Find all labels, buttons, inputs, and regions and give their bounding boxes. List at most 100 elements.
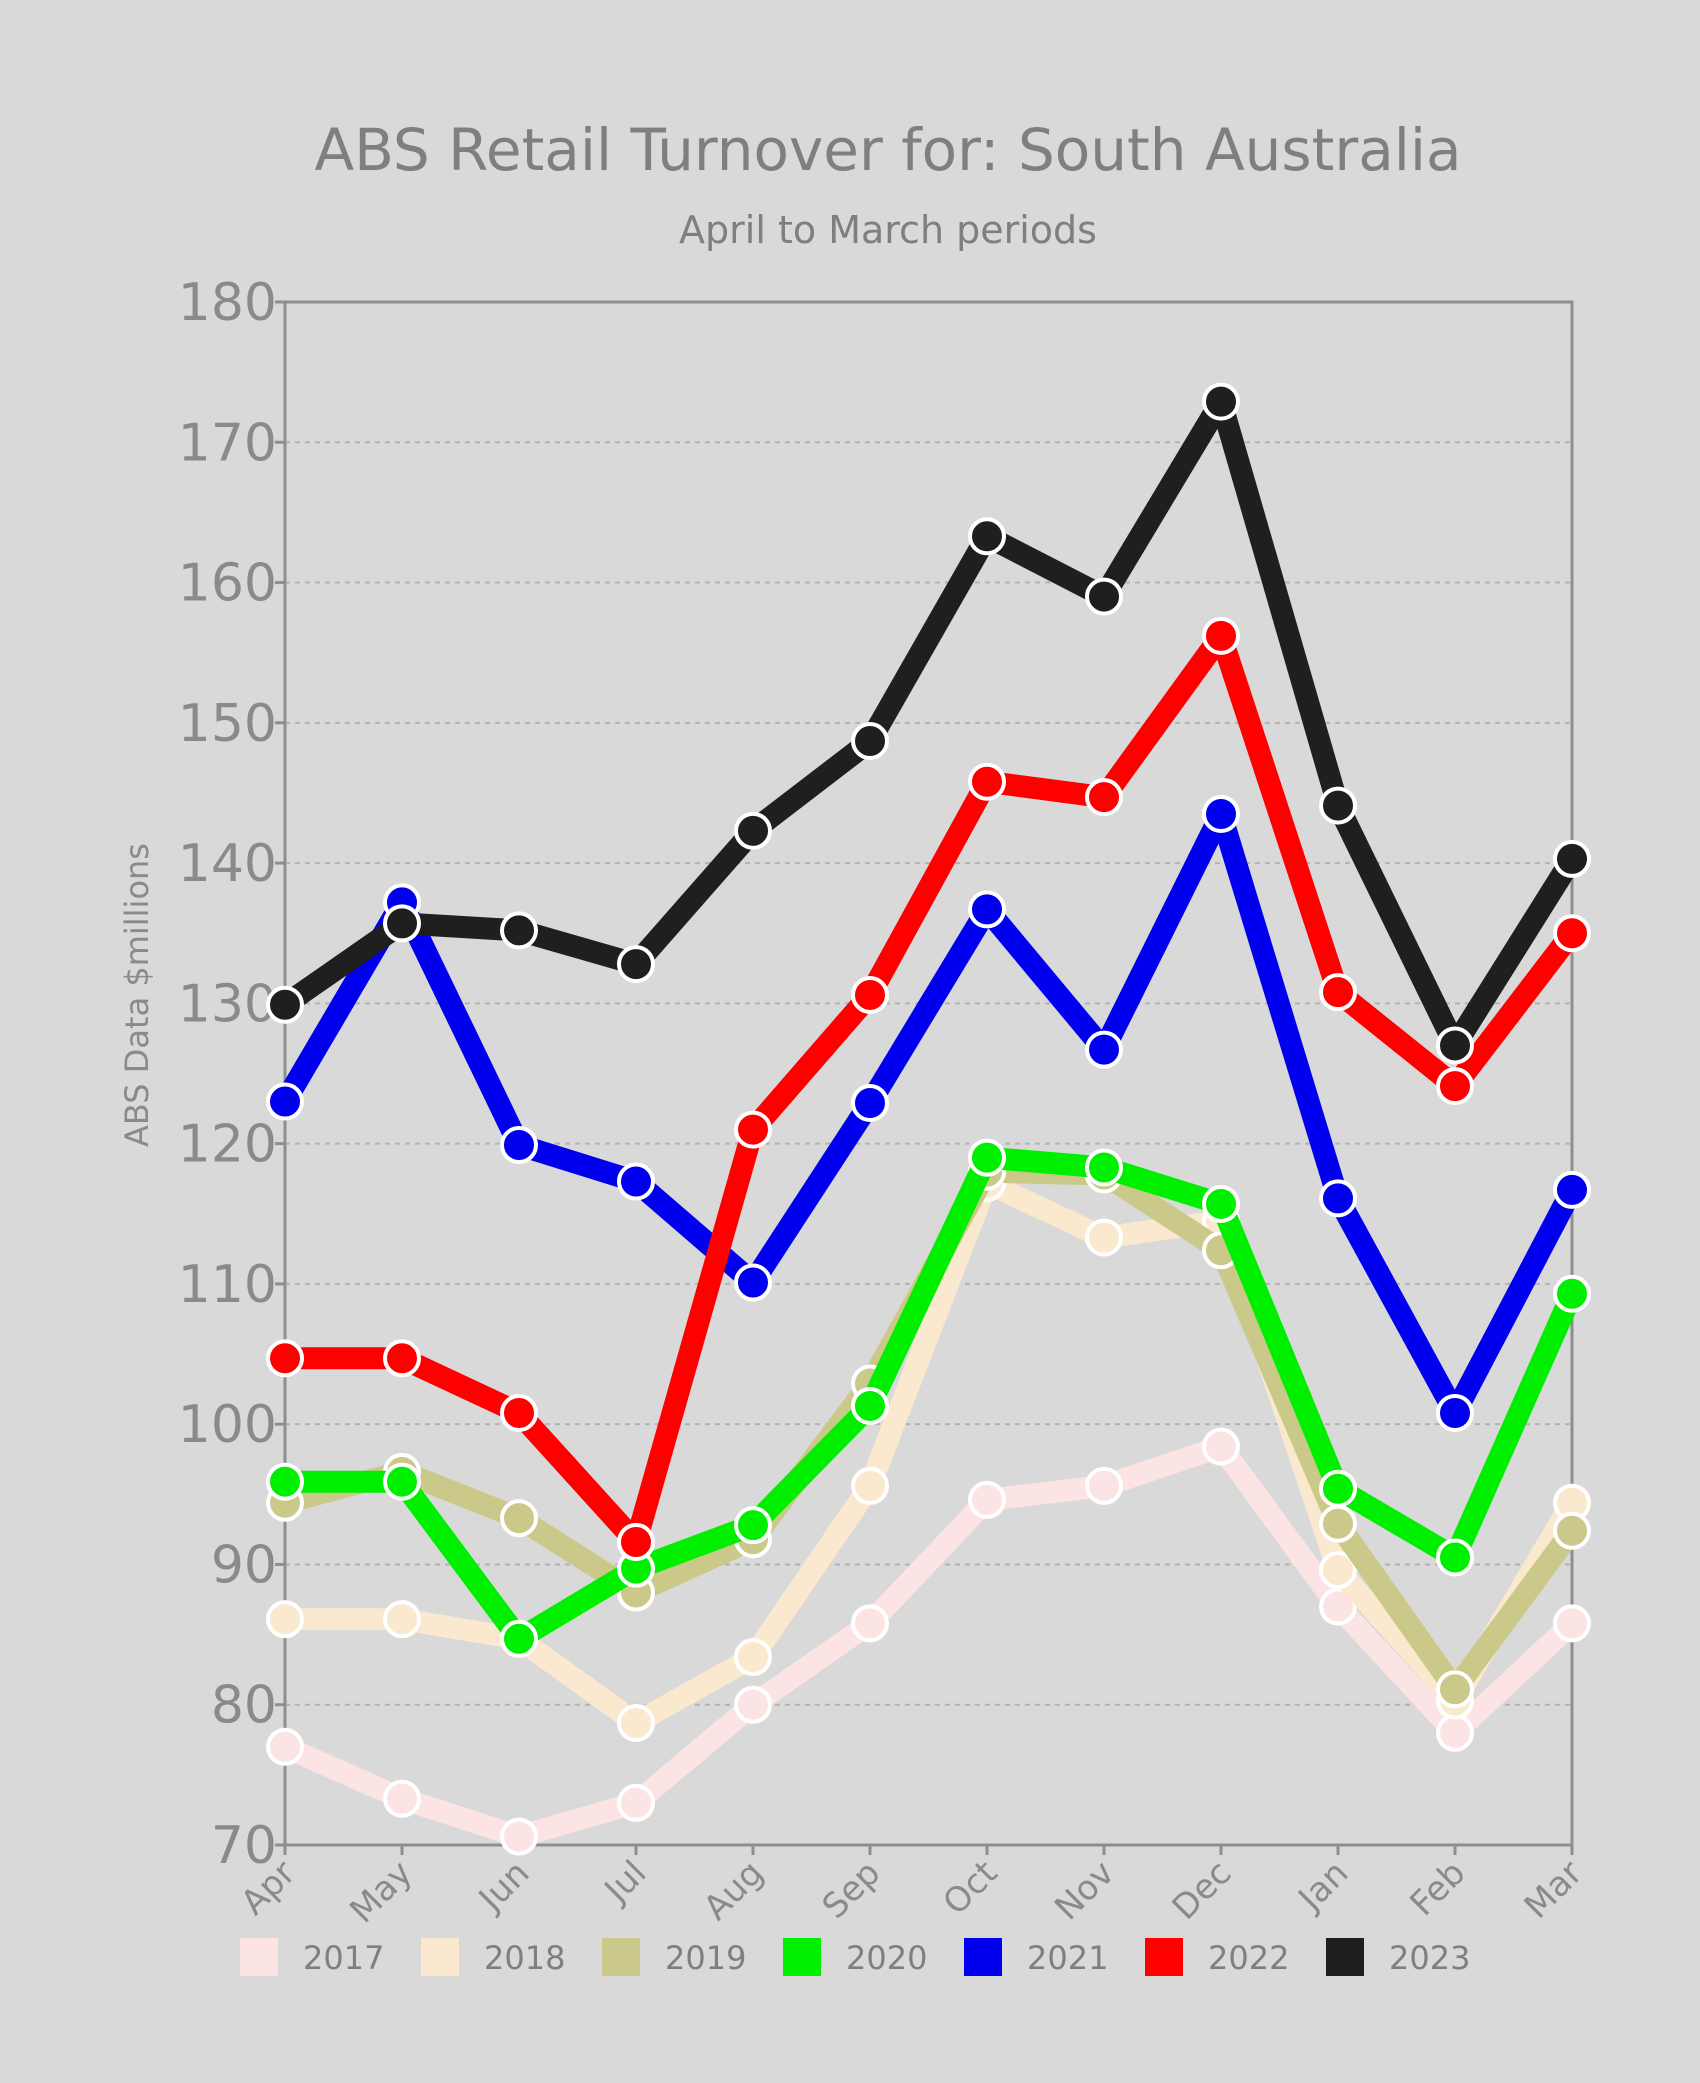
data-point [1202, 794, 1240, 833]
x-tick-label: Feb [1403, 1853, 1474, 1924]
series-line-2017 [274, 1435, 1583, 1848]
data-point [266, 1339, 304, 1378]
series-line-2023 [274, 390, 1583, 1057]
legend-swatch [1145, 1938, 1183, 1976]
data-point [734, 1638, 772, 1677]
x-tick-label: May [342, 1853, 420, 1931]
legend-swatch [783, 1938, 821, 1976]
legend-item-2022[interactable]: 2022 [1145, 1938, 1289, 1977]
data-point [1319, 1551, 1357, 1590]
x-tick-label: Aug [696, 1853, 771, 1928]
data-point [1085, 1218, 1123, 1257]
y-tick-label: 90 [211, 1535, 277, 1595]
x-tick-label: Mar [1517, 1853, 1591, 1927]
data-point [1436, 1026, 1474, 1065]
data-point [500, 1499, 538, 1538]
data-point [968, 762, 1006, 801]
legend-item-2023[interactable]: 2023 [1326, 1938, 1470, 1977]
data-point [383, 1600, 421, 1639]
legend-item-2019[interactable]: 2019 [602, 1938, 746, 1977]
series-2021 [266, 794, 1591, 1432]
data-point [851, 722, 889, 761]
legend-label: 2023 [1389, 1939, 1470, 1977]
data-point [734, 1506, 772, 1545]
data-point [968, 1138, 1006, 1177]
x-tick-label: Jan [1290, 1853, 1357, 1920]
data-point [266, 1727, 304, 1766]
legend-item-2017[interactable]: 2017 [240, 1938, 384, 1977]
x-tick-label: Dec [1165, 1853, 1240, 1928]
data-point [617, 1162, 655, 1201]
data-point [500, 1817, 538, 1856]
data-point [1436, 1538, 1474, 1577]
legend-label: 2019 [665, 1939, 746, 1977]
data-point [383, 1779, 421, 1818]
data-point [383, 1339, 421, 1378]
legend-swatch [602, 1938, 640, 1976]
series-lines [266, 382, 1591, 1856]
legend-swatch [421, 1938, 459, 1976]
series-2017 [266, 1427, 1591, 1856]
data-point [1319, 1587, 1357, 1626]
data-point [1319, 786, 1357, 825]
y-tick-label: 100 [178, 1395, 277, 1455]
data-point [1085, 1030, 1123, 1069]
series-line-2021 [274, 802, 1583, 1424]
data-point [383, 904, 421, 943]
data-point [1319, 1179, 1357, 1218]
legend-swatch [1326, 1938, 1364, 1976]
series-2023 [266, 382, 1591, 1065]
y-tick-label: 180 [178, 273, 277, 333]
data-point [266, 1600, 304, 1639]
data-point [1553, 1511, 1591, 1550]
legend-swatch [240, 1938, 278, 1976]
data-point [1553, 839, 1591, 878]
data-point [1319, 1469, 1357, 1508]
legend-item-2020[interactable]: 2020 [783, 1938, 927, 1977]
data-point [1202, 616, 1240, 655]
data-point [383, 1462, 421, 1501]
legend-label: 2021 [1027, 1939, 1108, 1977]
data-point [851, 1386, 889, 1425]
data-point [1085, 1466, 1123, 1505]
legend-label: 2017 [303, 1939, 384, 1977]
legend-item-2021[interactable]: 2021 [964, 1938, 1108, 1977]
data-point [734, 1685, 772, 1724]
data-point [266, 1462, 304, 1501]
series-line-2022 [274, 624, 1583, 1554]
series-2020 [266, 1138, 1591, 1658]
data-point [968, 1480, 1006, 1519]
legend[interactable]: 2017 2018 2019 2020 2021 2022 2023 [240, 1938, 1470, 1977]
data-point [617, 945, 655, 984]
data-point [500, 1126, 538, 1165]
data-point [968, 890, 1006, 929]
y-tick-label: 120 [178, 1115, 277, 1175]
y-axis-label: ABS Data $millions [118, 843, 156, 1147]
y-tick-label: 170 [178, 413, 277, 473]
data-point [617, 1783, 655, 1822]
data-point [1085, 778, 1123, 817]
data-point [968, 517, 1006, 556]
data-point [266, 1082, 304, 1121]
data-point [1436, 1393, 1474, 1432]
data-point [1436, 1067, 1474, 1106]
data-point [851, 1604, 889, 1643]
data-point [1319, 1504, 1357, 1543]
x-tick-label: Oct [936, 1853, 1006, 1923]
series-line-2020 [274, 1146, 1583, 1650]
data-point [851, 1083, 889, 1122]
data-point [1553, 1604, 1591, 1643]
data-point [1319, 973, 1357, 1012]
data-point [617, 1703, 655, 1742]
x-tick-label: Jul [596, 1853, 655, 1912]
data-point [1436, 1670, 1474, 1709]
y-tick-label: 70 [211, 1816, 277, 1876]
chart-title: ABS Retail Turnover for: South Australia [314, 116, 1461, 184]
data-point [1202, 1184, 1240, 1223]
data-point [617, 1523, 655, 1562]
data-point [500, 1619, 538, 1658]
legend-item-2018[interactable]: 2018 [421, 1938, 565, 1977]
x-tick-label: Sep [815, 1853, 889, 1927]
y-tick-label: 110 [178, 1255, 277, 1315]
